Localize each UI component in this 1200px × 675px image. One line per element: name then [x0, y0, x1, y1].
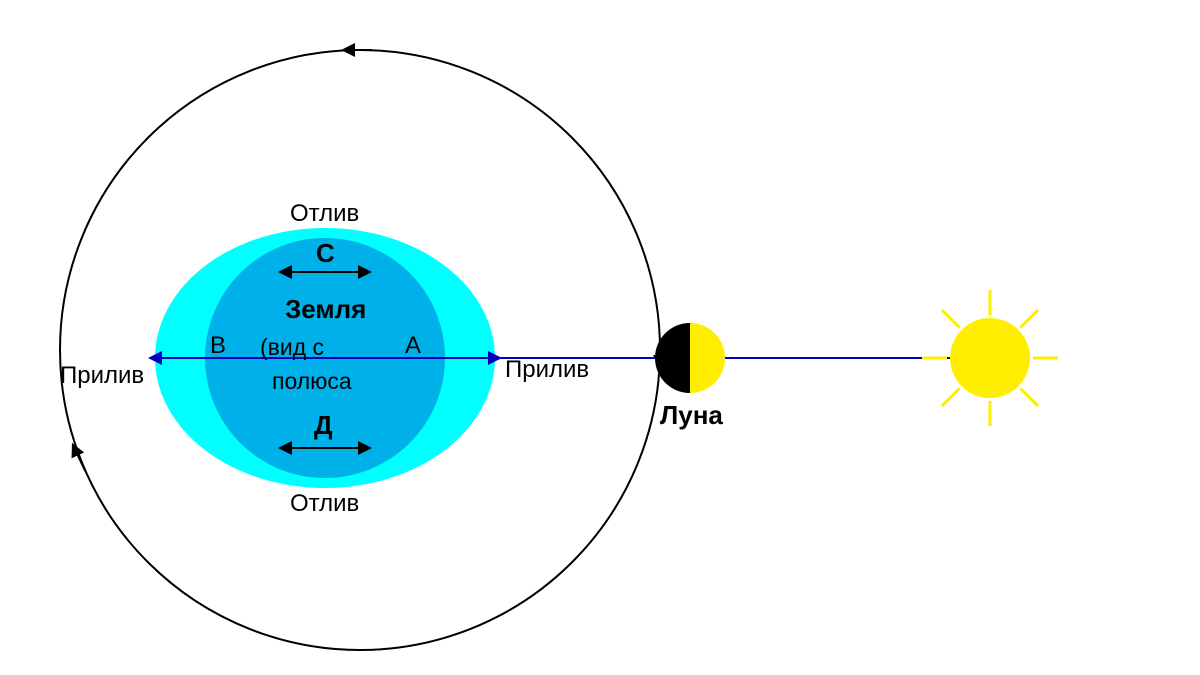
- label-point-d: Д: [314, 410, 333, 441]
- label-otliv-top: Отлив: [290, 200, 359, 228]
- moon: [655, 323, 725, 393]
- sun: [922, 290, 1058, 426]
- label-vid-s: (вид с: [260, 334, 324, 361]
- label-otliv-bottom: Отлив: [290, 490, 359, 518]
- label-point-a: А: [405, 332, 421, 360]
- label-point-c: С: [316, 238, 335, 269]
- label-point-b: В: [210, 332, 226, 360]
- label-luna: Луна: [660, 400, 723, 431]
- label-earth: Земля: [285, 294, 366, 325]
- label-priliv-left: Прилив: [60, 362, 144, 390]
- label-priliv-right: Прилив: [505, 356, 589, 384]
- label-polusa: полюса: [272, 368, 352, 395]
- tide-diagram: [0, 0, 1200, 675]
